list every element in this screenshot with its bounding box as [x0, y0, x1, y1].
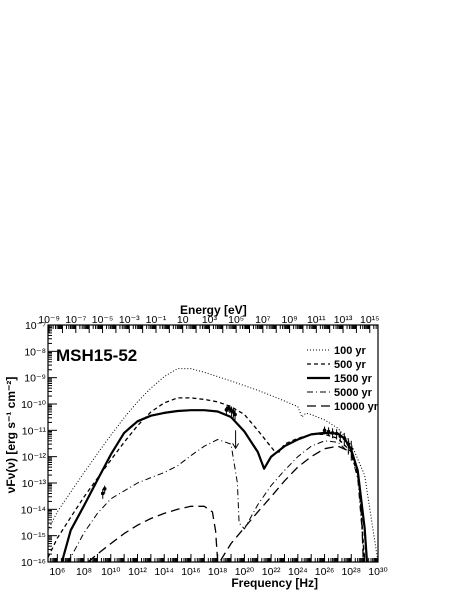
top-tick-label: 10⁻³ — [119, 314, 140, 326]
legend-label: 500 yr — [334, 359, 367, 371]
axis-tick-labels: 10⁶ 10⁸ 10¹⁰ 10¹² 10¹⁴ 10¹⁶ 10¹⁸ 10²⁰ 10²² 10²⁴ 10… — [21, 314, 389, 578]
obs-point — [100, 491, 105, 496]
obs-point — [342, 436, 347, 441]
x-tick-label: 10¹⁸ — [208, 566, 228, 578]
y-tick-label: 10⁻¹⁶ — [21, 557, 46, 569]
y-tick-label: 10⁻⁹ — [24, 373, 46, 385]
y-tick-label: 10⁻¹¹ — [22, 425, 47, 437]
upper-limit-arrow — [232, 443, 240, 450]
top-tick-label: 10⁷ — [255, 314, 271, 326]
obs-point — [233, 412, 237, 417]
legend-label: 5000 yr — [334, 387, 373, 399]
x-tick-label: 10⁶ — [49, 566, 65, 578]
x-tick-label: 10³⁰ — [368, 566, 388, 578]
x-tick-label: 10²⁰ — [235, 566, 255, 578]
y-axis-title: νFν(ν) [erg s⁻¹ cm⁻²] — [4, 377, 18, 494]
y-tick-label: 10⁻¹³ — [22, 478, 47, 490]
series-line-1 — [47, 397, 366, 563]
series-line-3 — [66, 439, 366, 563]
legend-label: 10000 yr — [334, 401, 379, 413]
legend: 100 yr 500 yr 1500 yr 5000 yr 10000 yr — [307, 345, 379, 413]
x-tick-label: 10¹⁶ — [181, 566, 201, 578]
top-tick-label: 10⁻⁹ — [38, 314, 60, 326]
observation-points — [100, 405, 354, 499]
y-tick-label: 10⁻¹² — [22, 452, 47, 464]
y-tick-label: 10⁻¹⁵ — [21, 531, 46, 543]
top-tick-label: 10 — [177, 314, 189, 326]
legend-label: 100 yr — [334, 345, 367, 357]
legend-label: 1500 yr — [334, 373, 373, 385]
obs-point — [338, 434, 343, 438]
model-curves — [47, 368, 379, 563]
chart-title: MSH15-52 — [56, 346, 137, 365]
axis-ticks — [47, 324, 379, 563]
obs-point — [102, 487, 107, 491]
series-line-4 — [87, 445, 364, 563]
series-line-2 — [60, 409, 369, 563]
x-tick-label: 10²⁸ — [341, 566, 361, 578]
top-tick-label: 10⁻¹ — [146, 314, 167, 326]
series-line-0 — [47, 368, 379, 563]
x-tick-label: 10⁸ — [76, 566, 92, 578]
obs-point — [346, 442, 351, 446]
x-tick-label: 10¹⁴ — [154, 566, 174, 578]
obs-point — [322, 428, 327, 433]
top-tick-label: 10⁻⁷ — [65, 314, 86, 326]
y-tick-label: 10⁻¹⁴ — [21, 504, 46, 516]
top-tick-label: 10⁹ — [281, 314, 297, 326]
top-axis-title: Energy [eV] — [180, 303, 247, 317]
top-tick-label: 10³ — [202, 314, 218, 326]
obs-point — [326, 429, 331, 434]
x-tick-label: 10²⁴ — [288, 566, 308, 578]
top-tick-label: 10⁻⁵ — [92, 314, 114, 326]
top-tick-label: 10¹¹ — [307, 314, 326, 326]
x-tick-label: 10¹⁰ — [101, 566, 121, 578]
top-tick-label: 10¹⁵ — [360, 314, 380, 326]
obs-point — [330, 431, 335, 435]
x-tick-label: 10¹² — [128, 566, 147, 578]
obs-point — [349, 446, 354, 451]
obs-point — [334, 431, 339, 436]
top-tick-label: 10⁵ — [228, 314, 244, 326]
y-tick-label: 10⁻¹⁰ — [21, 399, 47, 411]
y-tick-label: 10⁻⁷ — [25, 320, 46, 332]
obs-point — [231, 410, 236, 414]
top-tick-label: 10¹³ — [334, 314, 353, 326]
x-tick-label: 10²⁶ — [315, 566, 335, 578]
y-tick-label: 10⁻⁸ — [24, 346, 46, 358]
x-tick-label: 10²² — [262, 566, 281, 578]
x-axis-title: Frequency [Hz] — [231, 576, 318, 590]
